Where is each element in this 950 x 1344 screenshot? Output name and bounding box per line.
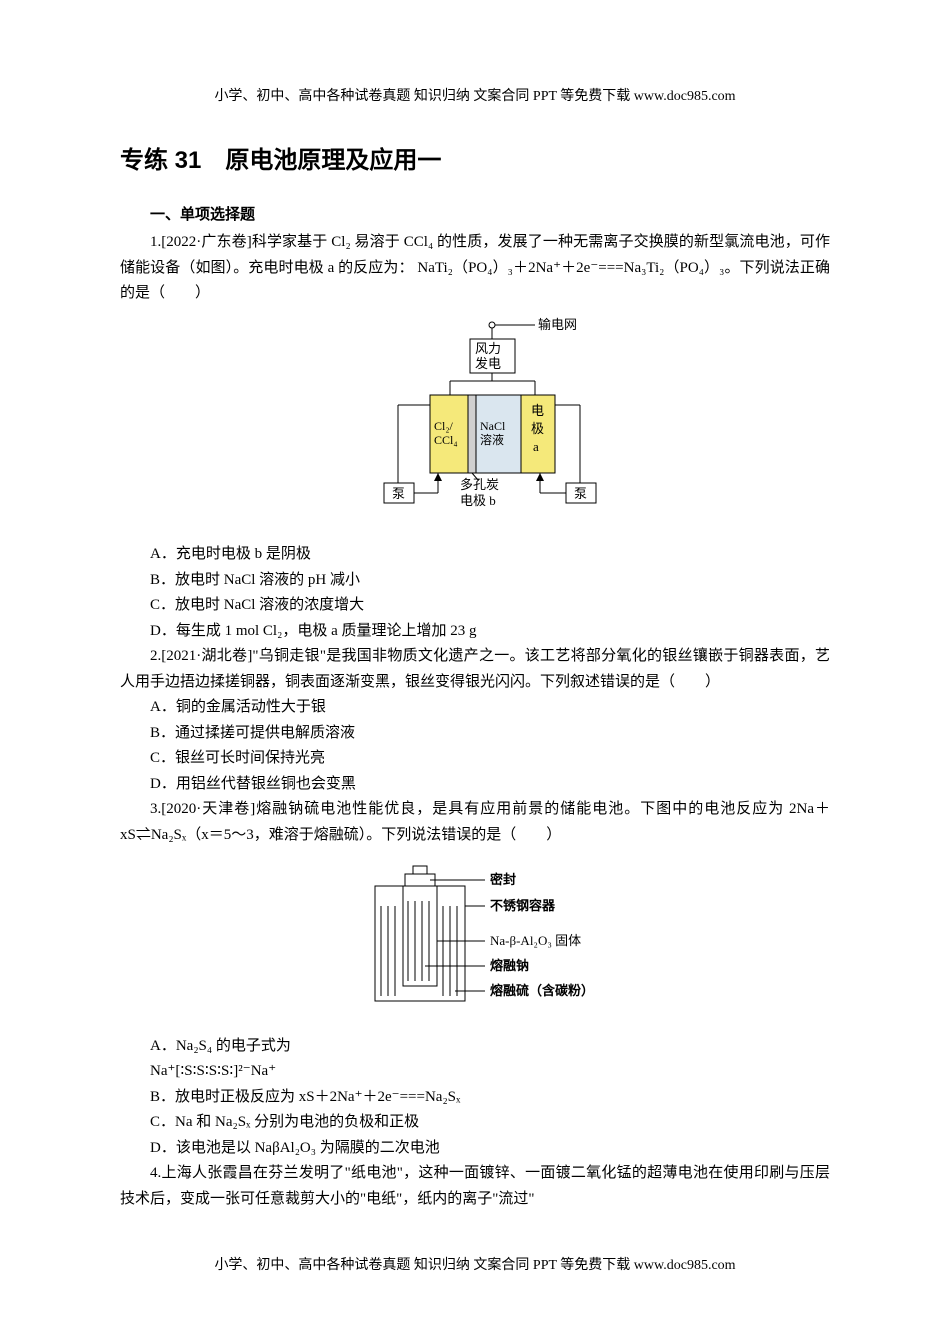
label-solid: Na-β-Al₂O₃ 固体	[490, 933, 581, 948]
q3-opt-d: D．该电池是以 NaβAl₂O₃ 为隔膜的二次电池	[120, 1136, 830, 1162]
q1-opt-c: C．放电时 NaCl 溶液的浓度增大	[120, 593, 830, 619]
page: 小学、初中、高中各种试卷真题 知识归纳 文案合同 PPT 等免费下载 www.d…	[0, 0, 950, 1344]
sodium-sulfur-battery-diagram: 密封 不锈钢容器 Na-β-Al₂O₃ 固体 熔融钠 熔融硫（含碳粉）	[325, 856, 625, 1016]
q3-opt-a2: Na⁺[∶S∶S∶S∶S∶]²⁻Na⁺	[120, 1059, 830, 1085]
label-pump-right: 泵	[574, 486, 587, 501]
page-header: 小学、初中、高中各种试卷真题 知识归纳 文案合同 PPT 等免费下载 www.d…	[0, 85, 950, 105]
q3-opt-a: A．Na₂S₄ 的电子式为	[120, 1034, 830, 1060]
label-nacl-1: NaCl	[480, 419, 506, 433]
q2-opt-b: B．通过揉搓可提供电解质溶液	[120, 721, 830, 747]
q2-opt-d: D．用铝丝代替银丝铜也会变黑	[120, 772, 830, 798]
q2-stem: 2.[2021·湖北卷]"乌铜走银"是我国非物质文化遗产之一。该工艺将部分氧化的…	[120, 644, 830, 695]
label-grid: 输电网	[538, 317, 577, 332]
label-electrode-a-2: 极	[531, 421, 544, 436]
label-wind-2: 发电	[475, 356, 501, 371]
lesson-title: 专练 31 原电池原理及应用一	[120, 140, 830, 175]
label-cl2-1: Cl₂/	[434, 419, 454, 433]
label-electrode-a-1: 电	[531, 403, 544, 418]
label-cl2-2: CCl₄	[434, 433, 458, 447]
q1-figure: 输电网 风力 发电 Cl₂/ CCl₄	[120, 315, 830, 535]
q3-figure: 密封 不锈钢容器 Na-β-Al₂O₃ 固体 熔融钠 熔融硫（含碳粉）	[120, 856, 830, 1026]
body-text: 1.[2022·广东卷]科学家基于 Cl₂ 易溶于 CCl₄ 的性质，发展了一种…	[120, 230, 830, 1212]
label-nacl-2: 溶液	[480, 432, 504, 447]
label-wind-1: 风力	[475, 341, 501, 356]
page-footer: 小学、初中、高中各种试卷真题 知识归纳 文案合同 PPT 等免费下载 www.d…	[0, 1254, 950, 1274]
label-s: 熔融硫（含碳粉）	[490, 983, 594, 998]
label-porous-1: 多孔炭	[460, 477, 499, 492]
q1-opt-b: B．放电时 NaCl 溶液的 pH 减小	[120, 568, 830, 594]
q2-opt-a: A．铜的金属活动性大于银	[120, 695, 830, 721]
label-na: 熔融钠	[490, 958, 529, 973]
q3-opt-b: B．放电时正极反应为 xS＋2Na⁺＋2e⁻===Na₂Sₓ	[120, 1085, 830, 1111]
q4-stem: 4.上海人张霞昌在芬兰发明了"纸电池"，这种一面镀锌、一面镀二氧化锰的超薄电池在…	[120, 1161, 830, 1212]
q1-opt-a: A．充电时电极 b 是阴极	[120, 542, 830, 568]
q1-opt-d: D．每生成 1 mol Cl₂，电极 a 质量理论上增加 23 g	[120, 619, 830, 645]
q1-stem: 1.[2022·广东卷]科学家基于 Cl₂ 易溶于 CCl₄ 的性质，发展了一种…	[120, 230, 830, 307]
q2-opt-c: C．银丝可长时间保持光亮	[120, 746, 830, 772]
q3-stem: 3.[2020·天津卷]熔融钠硫电池性能优良，是具有应用前景的储能电池。下图中的…	[120, 797, 830, 848]
label-seal: 密封	[489, 872, 516, 887]
label-electrode-a-3: a	[533, 439, 539, 454]
label-pump-left: 泵	[392, 486, 405, 501]
q3-opt-c: C．Na 和 Na₂Sₓ 分别为电池的负极和正极	[120, 1110, 830, 1136]
label-steel: 不锈钢容器	[490, 898, 556, 913]
label-porous-2: 电极 b	[460, 493, 496, 508]
section-heading: 一、单项选择题	[120, 203, 830, 224]
chlorine-flow-battery-diagram: 输电网 风力 发电 Cl₂/ CCl₄	[340, 315, 610, 525]
